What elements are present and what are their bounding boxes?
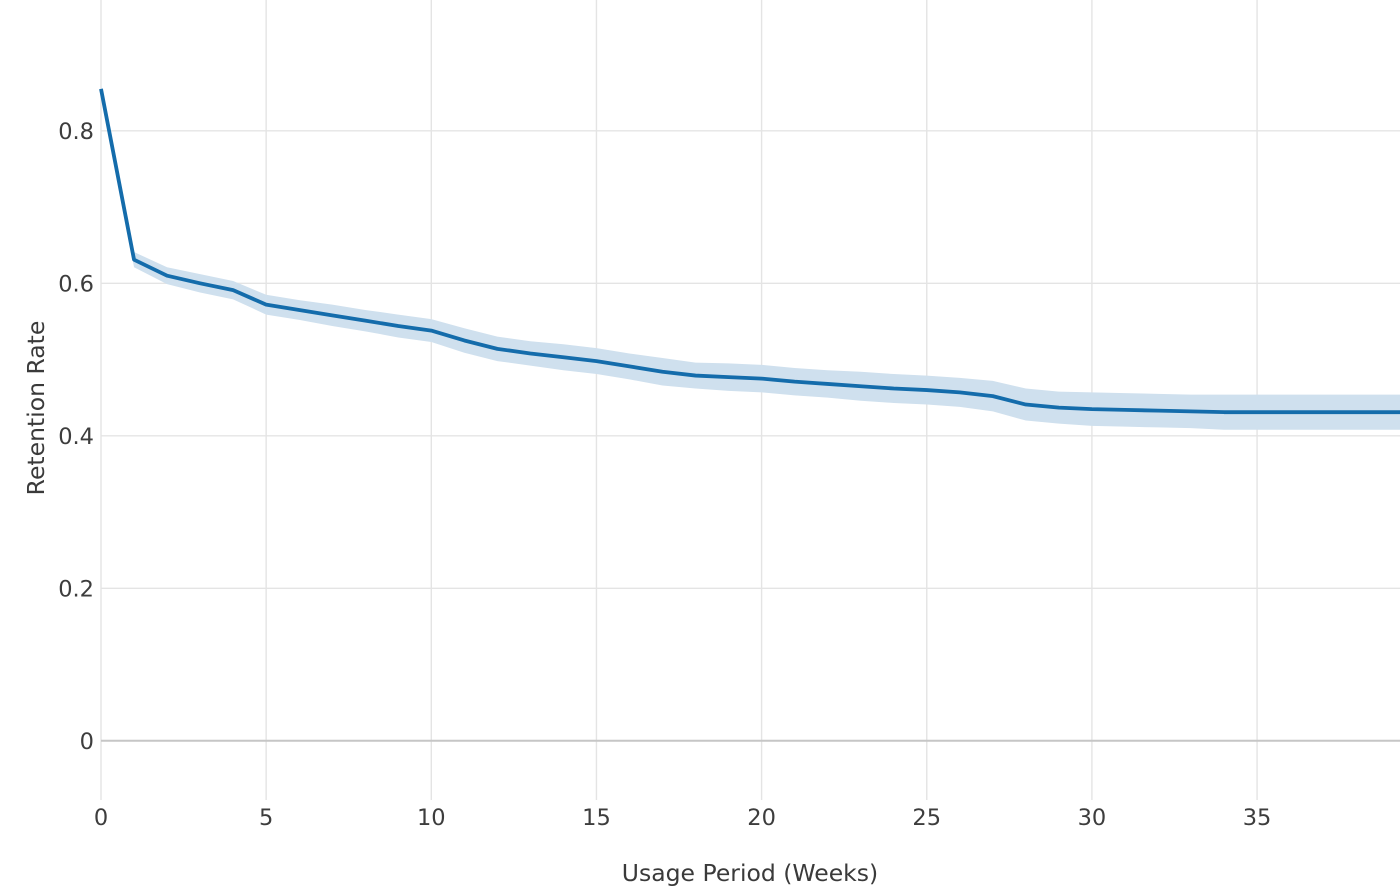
x-tick-label: 35 [1243,805,1272,831]
retention-line [99,88,1400,415]
y-tick-label: 0.4 [58,424,94,450]
x-tick-label: 5 [259,805,273,831]
y-tick-label: 0.8 [58,119,94,145]
x-tick-label: 0 [94,805,108,831]
x-tick-label: 15 [582,805,611,831]
y-tick-label: 0.2 [58,576,94,602]
y-axis-title: Retention Rate [22,321,50,496]
x-tick-label: 25 [912,805,941,831]
y-tick-label: 0.6 [58,271,94,297]
y-tick-label: 0 [80,729,94,755]
x-tick-label: 30 [1078,805,1107,831]
x-axis-title: Usage Period (Weeks) [622,859,878,887]
confidence-band [101,85,1400,430]
x-tick-label: 10 [417,805,446,831]
x-tick-label: 20 [747,805,776,831]
